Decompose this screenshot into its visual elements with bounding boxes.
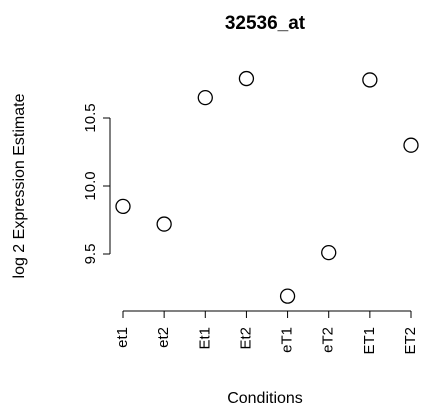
data-point: [238, 70, 255, 87]
y-axis: 9.5 10.0 10.5: [82, 103, 111, 265]
x-axis-label: Conditions: [227, 390, 303, 407]
data-point: [156, 216, 172, 232]
y-tick-label: 10.0: [82, 171, 99, 200]
x-tick-label: eT1: [279, 327, 296, 353]
y-tick-label: 10.5: [82, 103, 99, 132]
data-point: [321, 244, 337, 261]
chart-title: 32536_at: [225, 13, 306, 34]
x-tick-label: ET2: [402, 327, 419, 355]
x-axis: et1 et2 Et1 Et2 eT1 eT2 ET1 ET2: [114, 310, 419, 355]
data-point: [197, 89, 213, 106]
x-tick-label: Et1: [196, 327, 213, 350]
data-point: [279, 288, 296, 304]
x-tick-label: Et2: [237, 327, 254, 350]
y-axis-label: log 2 Expression Estimate: [11, 93, 28, 278]
x-tick-label: et2: [155, 327, 172, 348]
data-point: [115, 198, 131, 215]
x-tick-label: ET1: [361, 327, 378, 355]
data-point: [362, 72, 378, 88]
data-point: [403, 137, 419, 153]
x-tick-label: eT2: [320, 327, 337, 353]
y-tick-label: 9.5: [82, 244, 99, 265]
data-points: [115, 70, 419, 304]
x-tick-label: et1: [114, 327, 131, 348]
